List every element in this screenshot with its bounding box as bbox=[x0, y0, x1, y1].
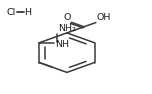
Text: OH: OH bbox=[96, 13, 111, 22]
Text: NH: NH bbox=[55, 40, 69, 49]
Text: O: O bbox=[63, 13, 71, 22]
Text: H: H bbox=[24, 8, 31, 17]
Text: NH₂: NH₂ bbox=[58, 24, 76, 33]
Text: Cl: Cl bbox=[6, 8, 15, 17]
